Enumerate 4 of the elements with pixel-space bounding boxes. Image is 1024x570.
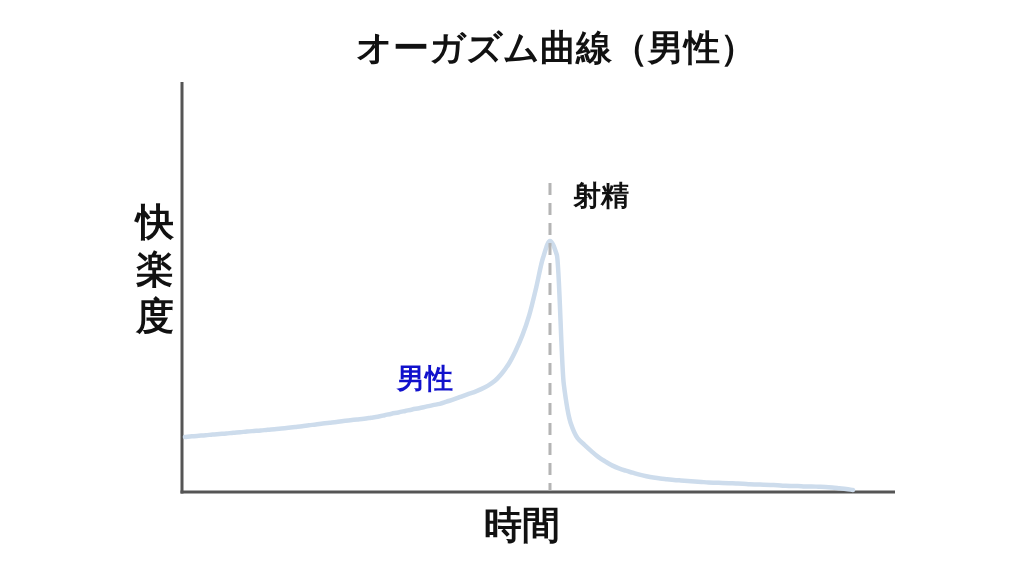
ylabel: 快楽度 xyxy=(136,201,174,337)
annotation: 射精 xyxy=(573,179,629,211)
xlabel: 時間 xyxy=(484,504,560,546)
title: オーガズム曲線（男性） xyxy=(356,26,756,68)
